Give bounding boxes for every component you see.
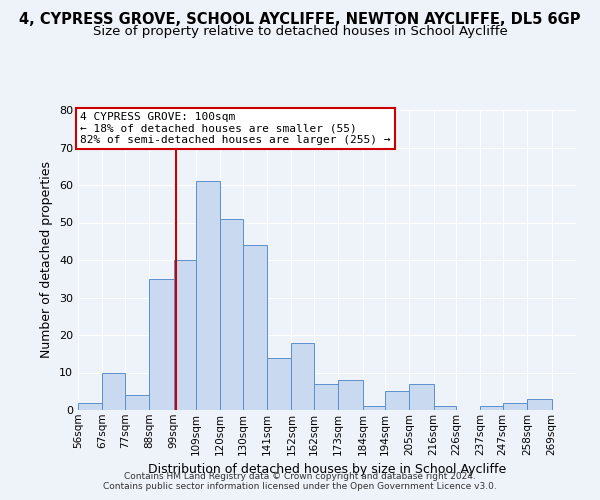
- Text: 4, CYPRESS GROVE, SCHOOL AYCLIFFE, NEWTON AYCLIFFE, DL5 6GP: 4, CYPRESS GROVE, SCHOOL AYCLIFFE, NEWTO…: [19, 12, 581, 28]
- Bar: [527, 399, 551, 410]
- Bar: [434, 406, 456, 410]
- Bar: [220, 219, 242, 410]
- Text: 4 CYPRESS GROVE: 100sqm
← 18% of detached houses are smaller (55)
82% of semi-de: 4 CYPRESS GROVE: 100sqm ← 18% of detache…: [80, 112, 391, 145]
- Bar: [338, 380, 362, 410]
- X-axis label: Distribution of detached houses by size in School Aycliffe: Distribution of detached houses by size …: [148, 463, 506, 476]
- Text: Size of property relative to detached houses in School Aycliffe: Size of property relative to detached ho…: [92, 25, 508, 38]
- Bar: [103, 372, 125, 410]
- Y-axis label: Number of detached properties: Number of detached properties: [40, 162, 53, 358]
- Bar: [78, 402, 103, 410]
- Bar: [149, 279, 173, 410]
- Bar: [481, 406, 503, 410]
- Bar: [503, 402, 527, 410]
- Bar: [362, 406, 385, 410]
- Bar: [173, 260, 196, 410]
- Bar: [314, 384, 338, 410]
- Bar: [242, 245, 267, 410]
- Bar: [385, 391, 409, 410]
- Bar: [125, 395, 149, 410]
- Bar: [409, 384, 434, 410]
- Bar: [292, 342, 314, 410]
- Bar: [267, 358, 292, 410]
- Text: Contains public sector information licensed under the Open Government Licence v3: Contains public sector information licen…: [103, 482, 497, 491]
- Text: Contains HM Land Registry data © Crown copyright and database right 2024.: Contains HM Land Registry data © Crown c…: [124, 472, 476, 481]
- Bar: [196, 181, 220, 410]
